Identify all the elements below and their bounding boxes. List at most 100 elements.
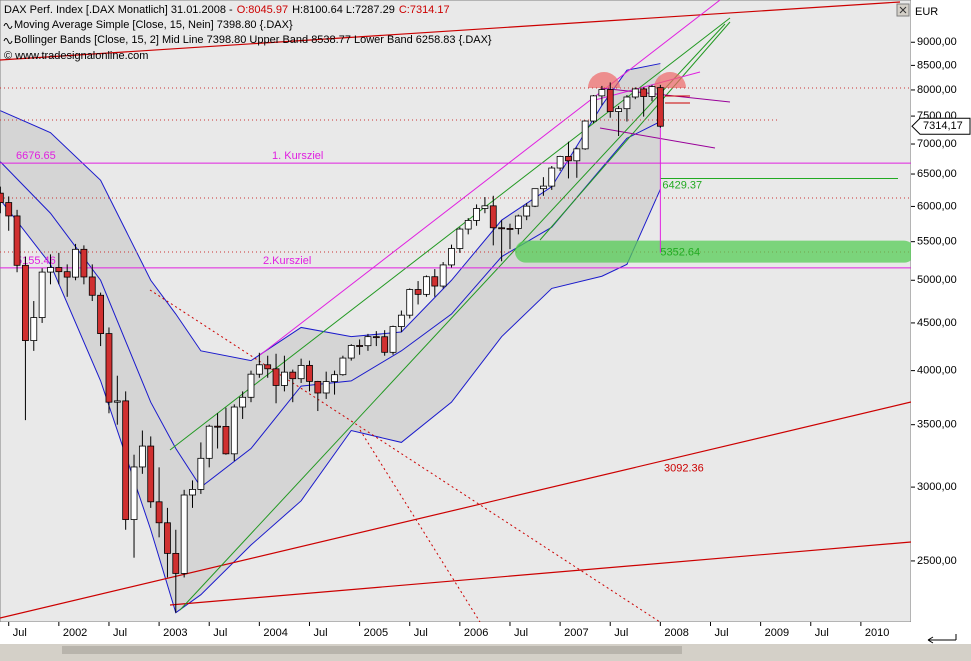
candle-body (13, 215, 21, 266)
candle-body (222, 426, 230, 455)
y-tick-label: 5500,00 (917, 236, 957, 248)
candle-body (590, 95, 597, 122)
trend-line (149, 289, 661, 622)
x-tick-label: 2007 (564, 627, 588, 639)
legend-text: Moving Average Simple [Close, 15, Nein] … (14, 19, 293, 31)
candle-body (581, 120, 589, 150)
candle-body (189, 489, 196, 496)
candle-body (22, 264, 29, 341)
y-tick-label: 4000,00 (917, 365, 957, 377)
y-tick-label: 3000,00 (917, 481, 957, 493)
channel-line (179, 23, 726, 611)
candle-body (381, 336, 389, 353)
candle-body (214, 425, 221, 428)
x-tick-label: Jul (113, 627, 127, 639)
candle-body (631, 88, 639, 98)
x-tick-label: Jul (13, 627, 27, 639)
legend-icon (3, 23, 13, 29)
candle-body (47, 267, 54, 273)
levels: 6676.65 1. Kursziel 5155.46 2.Kursziel 6429.… (0, 126, 911, 475)
scroll-thumb[interactable] (62, 646, 682, 654)
channel-line (599, 127, 716, 149)
drawings (0, 0, 911, 622)
header-part: O:8045.97 (237, 4, 288, 16)
candle-body (347, 345, 355, 359)
candle-body (456, 228, 464, 249)
candle-body (397, 314, 405, 327)
candle-body (172, 552, 180, 574)
candle-body (565, 156, 572, 162)
x-tick-label: Jul (514, 627, 528, 639)
candle-body (0, 192, 4, 203)
candle-body (5, 202, 13, 217)
level-label: 5155.46 (16, 255, 56, 267)
channel-line (539, 21, 731, 241)
x-tick-label: Jul (714, 627, 728, 639)
candle-body (464, 220, 472, 230)
candle-body (306, 364, 313, 382)
x-tick-label: 2009 (765, 627, 789, 639)
header-part: C:7314.17 (399, 4, 450, 16)
band-fill (0, 63, 661, 613)
channel-line (599, 87, 731, 103)
x-tick-label: Jul (313, 627, 327, 639)
y-tick-label: 9000,00 (917, 36, 957, 48)
level-text: 2.Kursziel (263, 255, 311, 267)
legend-text: Bollinger Bands [Close, 15, 2] Mid Line … (14, 34, 492, 46)
level-label: 5352.64 (660, 247, 700, 259)
channel-line (259, 0, 721, 356)
y-tick-label: 8500,00 (917, 59, 957, 71)
x-tick-label: 2008 (664, 627, 688, 639)
candle-body (205, 425, 213, 459)
price-marker-label: 7314,17 (923, 120, 963, 132)
nav-icon[interactable] (927, 634, 957, 644)
x-tick-label: 2010 (865, 627, 889, 639)
x-axis-area (0, 622, 971, 644)
candle-body (648, 86, 656, 97)
candle-body (281, 371, 288, 386)
y-tick-label: 8000,00 (917, 84, 957, 96)
candle-body (322, 381, 330, 394)
candle-body (272, 368, 280, 386)
candle-body (389, 326, 397, 353)
candle-body (414, 289, 422, 295)
candle-body (97, 294, 105, 334)
top-marker (654, 72, 686, 88)
y-tick-label: 2500,00 (917, 555, 957, 567)
legend-icon (3, 38, 13, 44)
x-tick-label: Jul (213, 627, 227, 639)
candle-body (431, 276, 439, 287)
candle-body (255, 364, 263, 375)
candle-body (481, 205, 489, 209)
candle-body (130, 466, 138, 520)
x-tick-label: 2002 (63, 627, 87, 639)
axes: 2500,00 3000,00 3500,00 4000,00 4500,00 5000,… (8, 36, 971, 639)
trend-line (169, 541, 911, 606)
level-label: 3092.36 (664, 463, 704, 475)
candle-body (289, 371, 297, 380)
candle-body (531, 188, 539, 207)
candle-body (473, 208, 480, 221)
candle-body (623, 96, 631, 110)
trend-line (0, 1, 901, 61)
candle-body (30, 317, 38, 341)
y-tick-label: 3500,00 (917, 419, 957, 431)
candle-body (38, 271, 46, 318)
candle-body (498, 227, 506, 230)
level-zone (515, 240, 911, 263)
candle-body (122, 400, 130, 520)
candle-body (356, 345, 364, 347)
candle-body (247, 373, 255, 398)
candle-body (55, 267, 63, 273)
trend-line (0, 401, 911, 619)
candle-body (506, 228, 514, 230)
price-marker-box (911, 117, 971, 135)
candle-body (439, 264, 447, 287)
candle-body (372, 336, 380, 339)
candle-body (264, 364, 272, 370)
close-icon (899, 6, 907, 14)
candle-body (556, 156, 564, 169)
candle-body (113, 400, 121, 403)
x-tick-label: Jul (614, 627, 628, 639)
